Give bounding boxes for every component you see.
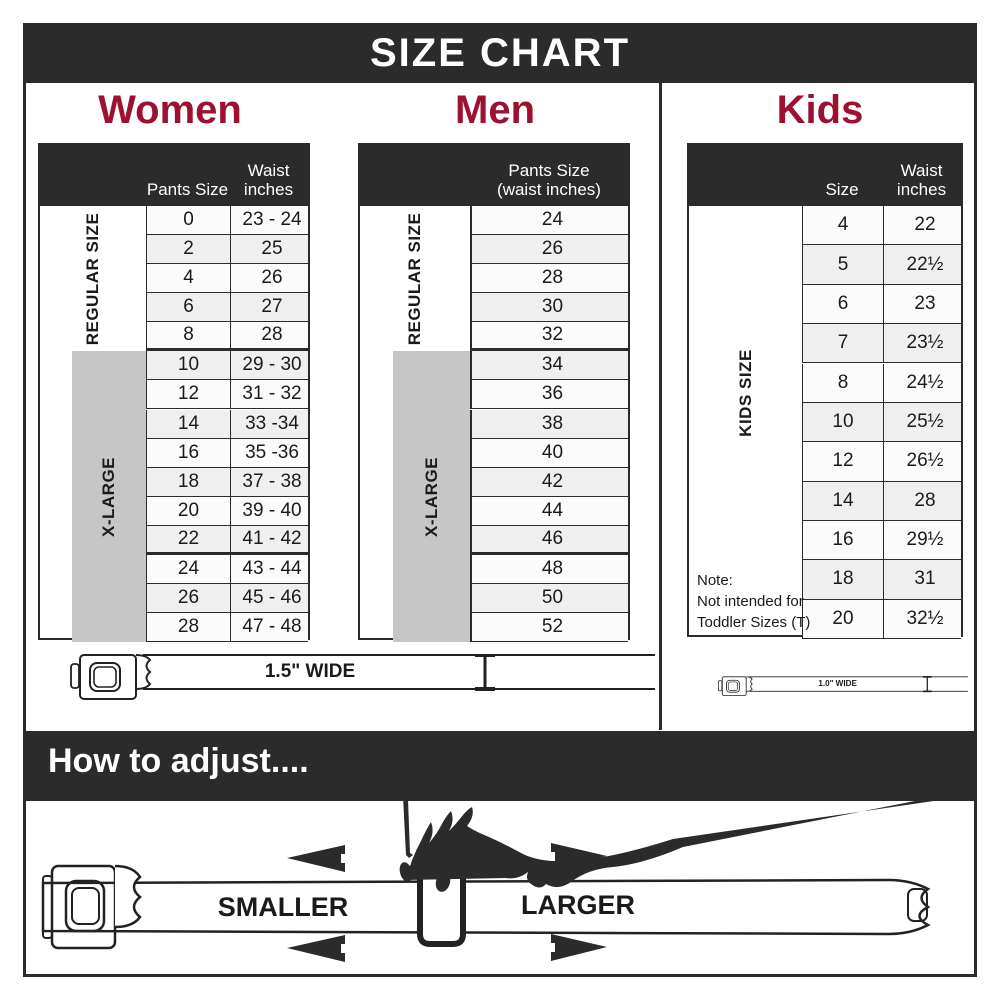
svg-text:1.0" WIDE: 1.0" WIDE — [818, 679, 857, 688]
svg-text:LARGER: LARGER — [521, 890, 635, 920]
svg-text:SMALLER: SMALLER — [218, 892, 349, 922]
svg-text:1.5" WIDE: 1.5" WIDE — [265, 661, 355, 682]
